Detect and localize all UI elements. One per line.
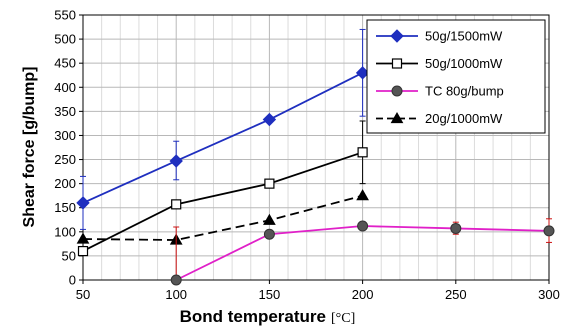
y-axis-ticks: 0 50 100 150 200 250 300 350 400 450 500 550	[54, 8, 83, 288]
series-50g-1000mw	[77, 120, 368, 257]
data-point-marker	[357, 147, 368, 158]
series-layer	[76, 28, 555, 286]
legend-item: 50g/1000mW	[376, 56, 503, 71]
y-tick-label: 450	[54, 56, 76, 71]
legend-label: 50g/1000mW	[425, 56, 503, 71]
y-tick-label: 300	[54, 128, 76, 143]
data-point-marker	[263, 228, 275, 240]
x-axis-label: Bond temperature	[180, 307, 326, 326]
data-point-marker	[169, 154, 183, 168]
x-tick-label: 300	[538, 287, 560, 302]
y-tick-label: 150	[54, 200, 76, 215]
series-50g-1500mw	[76, 28, 370, 230]
x-tick-label: 150	[259, 287, 281, 302]
data-point-marker	[264, 178, 275, 189]
data-point-marker	[450, 222, 462, 234]
legend-label: 20g/1000mW	[425, 111, 503, 126]
legend-label: TC 80g/bump	[425, 84, 504, 99]
y-axis-label: Shear force [g/bump]	[21, 67, 38, 228]
y-tick-label: 400	[54, 80, 76, 95]
data-point-marker	[543, 225, 555, 237]
data-point-marker	[77, 245, 89, 257]
y-tick-label: 100	[54, 224, 76, 239]
legend-marker	[390, 29, 404, 43]
y-tick-label: 200	[54, 176, 76, 191]
legend-label: 50g/1500mW	[425, 29, 503, 44]
x-tick-label: 50	[76, 287, 90, 302]
data-point-marker	[76, 196, 90, 210]
data-point-marker	[263, 213, 276, 225]
y-tick-label: 350	[54, 104, 76, 119]
y-tick-label: 550	[54, 8, 76, 23]
series-tc-80g-bump	[170, 218, 555, 286]
legend-item: 20g/1000mW	[376, 111, 503, 126]
legend-item: 50g/1500mW	[376, 29, 503, 44]
legend-marker	[391, 58, 403, 69]
data-point-marker	[262, 112, 277, 127]
x-tick-label: 250	[445, 287, 467, 302]
y-tick-label: 0	[69, 273, 76, 288]
x-tick-label: 100	[165, 287, 187, 302]
data-point-marker	[356, 189, 369, 201]
data-point-marker	[171, 199, 182, 210]
series-line	[82, 151, 363, 252]
x-axis-ticks: 50 100 150 200 250 300	[76, 280, 560, 302]
y-tick-label: 250	[54, 152, 76, 167]
series-line	[82, 72, 364, 204]
y-tick-label: 50	[62, 248, 76, 263]
x-tick-label: 200	[352, 287, 374, 302]
legend: 50g/1500mW 50g/1000mW TC 80g/bump 20g/1000m…	[366, 19, 546, 134]
data-point-marker	[76, 232, 90, 244]
legend-item: TC 80g/bump	[376, 84, 504, 99]
x-axis-unit: [°C]	[331, 311, 355, 326]
data-point-marker	[357, 220, 369, 232]
legend-marker	[390, 111, 404, 124]
legend-marker	[391, 85, 403, 97]
series-line	[82, 194, 363, 241]
plot-area-border	[82, 14, 550, 281]
series-20g-1000mw	[76, 189, 369, 245]
data-point-marker	[170, 274, 182, 286]
y-tick-label: 500	[54, 32, 76, 47]
